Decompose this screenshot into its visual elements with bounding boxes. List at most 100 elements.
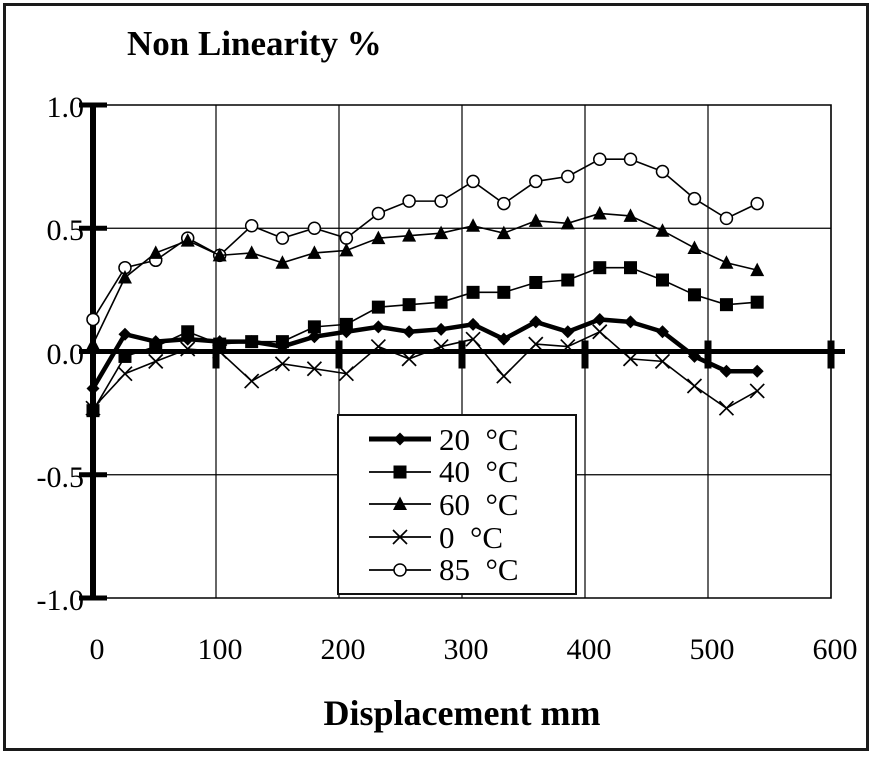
series-40c-marker <box>497 285 511 299</box>
x-tick-label: 100 <box>197 633 243 666</box>
series-60c-marker <box>655 223 670 237</box>
series-60c-marker <box>275 255 290 269</box>
series-85c-marker <box>623 152 638 166</box>
legend-label: 40 °C <box>439 454 519 490</box>
x-tick-label: 500 <box>689 633 735 666</box>
series-60c-marker <box>719 255 734 269</box>
legend-marker-sample <box>369 465 431 479</box>
series-20c-marker <box>750 364 764 378</box>
series-60c-marker <box>212 247 227 262</box>
legend-marker-sample <box>369 496 431 511</box>
series-85c-marker <box>719 211 734 226</box>
series-20c-marker <box>371 320 385 334</box>
series-20c-marker <box>466 317 480 331</box>
series-20c-marker <box>687 349 701 363</box>
series-0c-marker <box>560 338 576 355</box>
legend-triangle-icon <box>393 496 407 511</box>
series-60c-marker <box>244 245 259 259</box>
series-85c-marker <box>86 312 100 327</box>
series-40c-marker <box>371 300 385 314</box>
series-85c-marker <box>307 221 322 235</box>
series-20c-marker <box>561 325 575 339</box>
series-60c-marker <box>402 228 417 242</box>
series-60c-marker <box>560 215 575 230</box>
series-20c-marker <box>655 325 669 339</box>
series-60c-marker <box>592 205 607 220</box>
series-85c-marker <box>687 191 702 206</box>
legend-row: 40 °C <box>367 456 575 489</box>
series-60c-marker <box>339 242 354 257</box>
series-0c-marker <box>180 341 196 357</box>
series-60c-marker <box>466 218 481 232</box>
series-20c-marker <box>339 325 353 339</box>
legend-label: 0 °C <box>439 519 504 555</box>
series-60c-marker <box>434 225 449 240</box>
legend-row: 85 °C <box>367 553 575 586</box>
series-85c-marker <box>371 206 386 221</box>
series-40c-marker <box>402 298 416 312</box>
series-0c-marker <box>433 338 449 355</box>
legend-marker-sample <box>369 562 431 577</box>
x-tick-label: 600 <box>812 633 858 666</box>
series-85c-marker <box>275 231 290 245</box>
series-85c-marker <box>466 174 480 189</box>
series-0c-marker <box>718 400 735 416</box>
series-60c-marker <box>750 262 765 277</box>
series-40c-marker <box>434 295 448 309</box>
series-40c-marker <box>561 273 575 287</box>
series-0c-marker <box>370 338 386 355</box>
series-20c-marker <box>86 381 100 395</box>
series-0c-marker <box>496 368 512 384</box>
series-0c-marker <box>654 353 671 369</box>
series-40c-line <box>92 266 758 412</box>
x-tick-label: 0 <box>89 633 105 666</box>
series-40c-marker <box>593 261 607 275</box>
legend: 20 °C 40 °C 60 °C 0 °C 85 °C <box>337 414 577 595</box>
legend-row: 60 °C <box>367 488 575 521</box>
series-60c-marker <box>371 230 386 245</box>
series-0c-marker <box>749 383 765 399</box>
series-40c-marker <box>118 349 132 363</box>
y-tick-label: 0.0 <box>46 337 85 371</box>
series-20c-marker <box>307 330 321 344</box>
series-0c-line <box>92 330 758 410</box>
series-0c-marker <box>306 361 323 377</box>
series-0c-marker <box>686 378 703 394</box>
series-60c-marker <box>528 213 543 227</box>
series-40c-marker <box>181 325 195 339</box>
series-20c-marker <box>529 315 543 329</box>
series-0c-marker <box>622 351 639 367</box>
x-tick-label: 200 <box>320 633 366 666</box>
series-85c-marker <box>593 152 607 166</box>
series-40c-marker <box>86 404 100 418</box>
series-40c-marker <box>339 317 353 331</box>
legend-label: 85 °C <box>439 552 519 588</box>
series-60c-marker <box>623 208 638 222</box>
series-20c-marker <box>402 325 416 339</box>
series-60c-marker <box>496 225 511 240</box>
series-40c-marker <box>750 295 764 309</box>
legend-marker-sample <box>369 529 431 545</box>
legend-x-icon <box>392 529 408 545</box>
chart-title: Non Linearity % <box>127 24 382 63</box>
series-60c-marker <box>307 245 322 259</box>
legend-diamond-icon <box>393 432 407 446</box>
series-85c-marker <box>655 164 670 179</box>
legend-row: 0 °C <box>367 521 575 554</box>
series-85c-marker <box>750 196 764 211</box>
series-85c-marker <box>244 219 259 233</box>
series-40c-marker <box>687 288 701 302</box>
series-20c-marker <box>497 332 511 346</box>
series-20c-marker <box>118 327 132 341</box>
legend-label: 20 °C <box>439 421 519 457</box>
series-0c-marker <box>401 351 417 367</box>
series-0c-marker <box>244 373 260 389</box>
series-40c-marker <box>655 273 669 287</box>
series-20c-marker <box>275 340 289 354</box>
legend-row: 20 °C <box>367 423 575 456</box>
series-85c-line <box>92 158 758 320</box>
series-0c-marker <box>528 336 544 352</box>
y-tick-label: 0.5 <box>46 214 85 248</box>
series-85c-marker <box>339 231 354 245</box>
